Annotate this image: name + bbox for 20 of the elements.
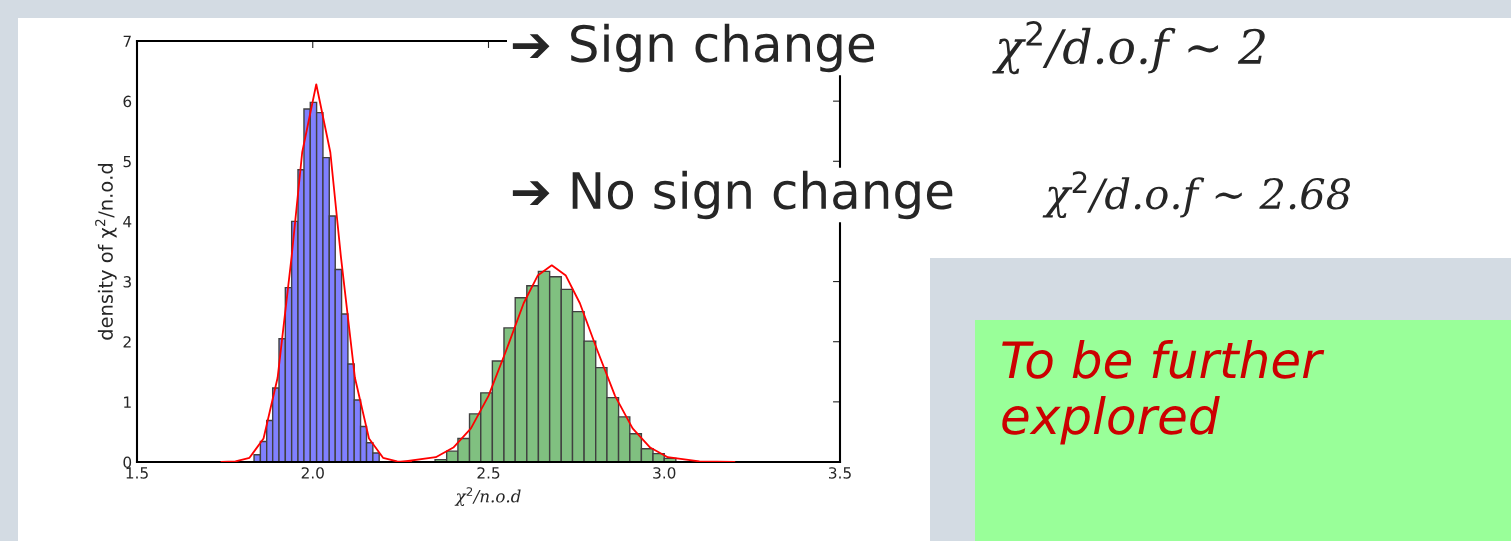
y-tick-label: 2	[123, 336, 131, 348]
annotation: ➔ Sign change	[512, 23, 875, 73]
y-tick-label: 0	[123, 456, 132, 469]
annotation: ➔ No sign change	[512, 170, 953, 220]
y-tick-label: 6	[123, 95, 132, 108]
y-tick-label: 3	[123, 276, 131, 288]
y-axis-title: density of χ$^{2}$/n.o.d	[95, 164, 117, 340]
text: To be further explored	[1002, 340, 1325, 445]
x-tick-label: 2.0	[301, 467, 324, 479]
text: χ$^{2}$/d.o.f ∼ 2.68	[1042, 171, 1351, 219]
x-axis-title: χ$^{2}$/n.o.d	[454, 487, 521, 506]
x-tick-label: 3.5	[829, 467, 851, 479]
text: χ$^{2}$/d.o.f ∼ 2	[992, 21, 1265, 75]
x-tick-label: 2.5	[477, 467, 500, 479]
y-tick-label: 4	[123, 216, 132, 228]
y-tick-label: 7	[123, 35, 131, 47]
y-tick-label: 1	[124, 396, 131, 408]
x-tick-label: 1.5	[126, 467, 148, 479]
x-tick-label: 3.0	[653, 467, 676, 479]
y-tick-label: 5	[123, 155, 131, 168]
